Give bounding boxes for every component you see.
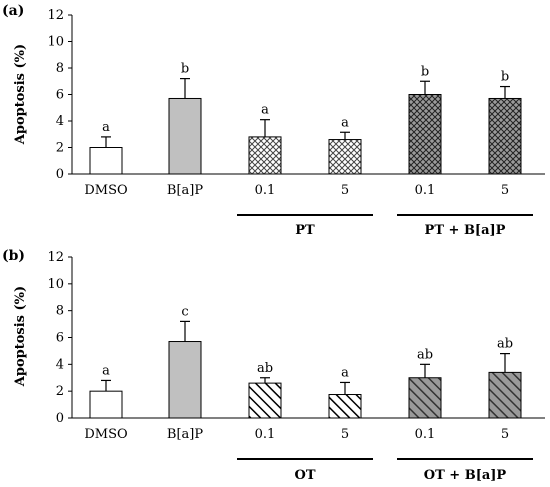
category-label: 0.1 [415,183,436,198]
category-label: DMSO [84,183,127,198]
significance-label: ab [497,337,513,352]
bar [89,390,123,419]
bar [488,97,522,175]
group-label: OT [295,468,316,483]
category-label: 5 [501,427,509,442]
category-label: 0.1 [255,183,276,198]
significance-label: a [261,103,269,118]
bar [408,377,442,419]
y-tick-label: 10 [47,277,64,292]
bar [488,371,522,419]
significance-label: b [501,70,509,85]
category-label: 5 [501,183,509,198]
category-label: 0.1 [255,427,276,442]
panel-label: (a) [2,3,24,19]
category-label: 0.1 [415,427,436,442]
bar [408,94,442,175]
category-label: DMSO [84,427,127,442]
significance-label: a [341,365,349,380]
bar [248,136,282,175]
panel-label: (b) [2,248,25,264]
y-axis-label: Apoptosis (%) [13,286,28,387]
group-label: PT + B[a]P [425,223,506,238]
y-tick-label: 2 [56,141,64,156]
panel-a: (a) Apoptosis (%) 0 2 4 6 8 10 12 a DMSO b B[a]P a 0… [2,3,545,238]
bar [328,139,362,175]
y-tick-label: 4 [56,357,64,372]
group-label: OT + B[a]P [424,468,507,483]
significance-label: a [102,363,110,378]
bar [89,147,123,175]
y-axis-label: Apoptosis (%) [13,44,28,145]
significance-label: ab [257,361,273,376]
bar [328,394,362,419]
significance-label: ab [417,347,433,362]
significance-label: b [181,62,189,77]
bar [168,97,202,175]
y-tick-label: 12 [47,8,64,23]
y-tick-label: 6 [56,331,64,346]
y-tick-label: 0 [56,411,64,426]
category-label: 5 [341,427,349,442]
y-tick-label: 2 [56,384,64,399]
y-tick-label: 4 [56,114,64,129]
category-label: 5 [341,183,349,198]
bar [168,341,202,419]
y-tick-label: 12 [47,250,64,265]
significance-label: c [181,304,188,319]
group-label: PT [295,223,315,238]
category-label: B[a]P [167,183,203,198]
panel-b: (b) Apoptosis (%) 0 2 4 6 8 10 12 a DMSO c B[a]P ab… [2,248,545,483]
significance-label: a [102,120,110,135]
y-tick-label: 8 [56,61,64,76]
significance-label: a [341,115,349,130]
category-label: B[a]P [167,427,203,442]
y-tick-label: 0 [56,167,64,182]
bar [248,382,282,419]
y-tick-label: 8 [56,304,64,319]
y-tick-label: 6 [56,88,64,103]
y-tick-label: 10 [47,35,64,50]
significance-label: b [421,64,429,79]
